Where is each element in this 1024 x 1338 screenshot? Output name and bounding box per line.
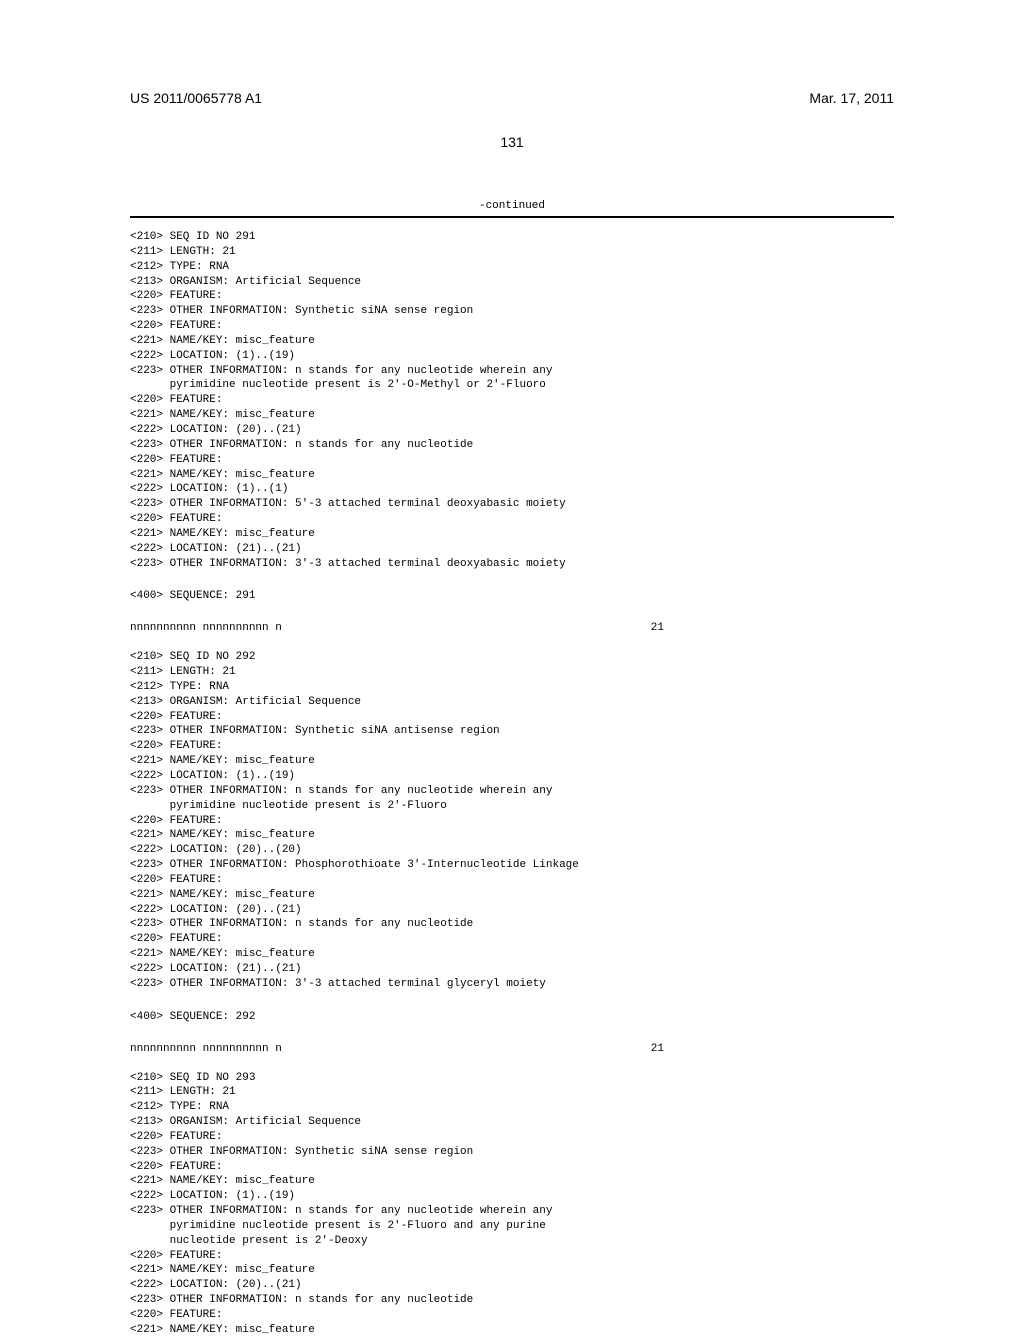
- seq-block-293: <210> SEQ ID NO 293 <211> LENGTH: 21 <21…: [130, 1071, 894, 1338]
- sequence-text: nnnnnnnnnn nnnnnnnnnn n: [130, 1043, 282, 1055]
- page-number: 131: [130, 134, 894, 150]
- seq-label-291: <400> SEQUENCE: 291: [130, 589, 894, 604]
- continued-label: -continued: [130, 200, 894, 212]
- sequence-text: nnnnnnnnnn nnnnnnnnnn n: [130, 622, 282, 634]
- page-header: US 2011/0065778 A1 Mar. 17, 2011: [130, 90, 894, 106]
- seq-block-292: <210> SEQ ID NO 292 <211> LENGTH: 21 <21…: [130, 650, 894, 991]
- document-number: US 2011/0065778 A1: [130, 90, 262, 106]
- sequence-length: 21: [651, 1043, 894, 1055]
- horizontal-rule: [130, 216, 894, 218]
- seq-line-291: nnnnnnnnnn nnnnnnnnnn n 21: [130, 622, 894, 634]
- document-date: Mar. 17, 2011: [809, 90, 894, 106]
- seq-label-292: <400> SEQUENCE: 292: [130, 1010, 894, 1025]
- sequence-length: 21: [651, 622, 894, 634]
- seq-block-291: <210> SEQ ID NO 291 <211> LENGTH: 21 <21…: [130, 230, 894, 571]
- seq-line-292: nnnnnnnnnn nnnnnnnnnn n 21: [130, 1043, 894, 1055]
